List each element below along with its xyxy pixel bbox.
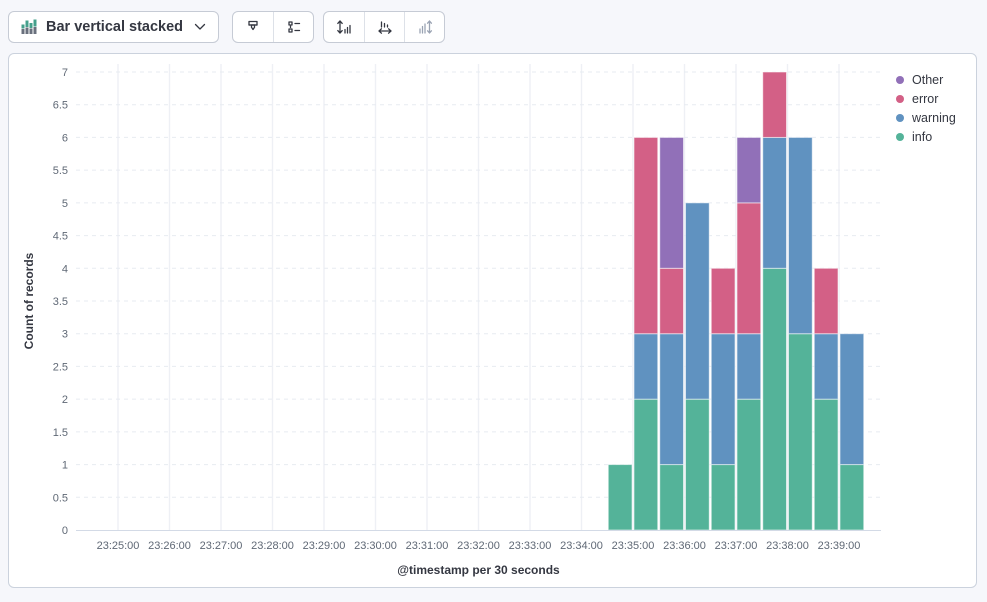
visual-options-button-group [232, 10, 315, 43]
expand-vertical-axis-icon [336, 19, 352, 35]
x-tick-label: 23:34:00 [560, 540, 603, 552]
bar-segment-Other[interactable] [736, 136, 762, 204]
y-tick-label: 6.5 [53, 100, 68, 112]
legend-item-Other[interactable]: Other [896, 74, 956, 86]
x-tick-label: 23:29:00 [303, 540, 346, 552]
y-tick-label: 0.5 [53, 492, 68, 504]
bar-segment-info[interactable] [839, 464, 865, 531]
bar-segment-error[interactable] [813, 267, 839, 335]
y-tick-label: 6 [62, 132, 68, 144]
x-tick-label: 23:33:00 [509, 540, 552, 552]
bar-segment-info[interactable] [736, 398, 762, 531]
bar-segment-info[interactable] [813, 398, 839, 531]
x-tick-label: 23:28:00 [251, 540, 294, 552]
stacked-bar-chart[interactable]: 0 0.5 1 1.5 2 2.5 3 3.5 4 4.5 5 5.5 6 6.5 7 23:25:00 23:… [9, 54, 976, 587]
y-tick-label: 3 [62, 329, 68, 341]
legend-values-button[interactable] [273, 11, 313, 42]
bar-segment-info[interactable] [607, 464, 633, 531]
y-tick-label: 5.5 [53, 165, 68, 177]
x-tick-label: 23:38:00 [766, 540, 809, 552]
x-tick-label: 23:30:00 [354, 540, 397, 552]
collapse-vertical-axis-button[interactable] [404, 11, 444, 42]
chart-panel: 0 0.5 1 1.5 2 2.5 3 3.5 4 4.5 5 5.5 6 6.5 7 23:25:00 23:… [8, 53, 977, 588]
x-tick-label: 23:26:00 [148, 540, 191, 552]
y-tick-label: 4.5 [53, 231, 68, 243]
bar-segment-warning[interactable] [633, 333, 659, 400]
bar-segment-warning[interactable] [762, 136, 787, 269]
x-tick-label: 23:25:00 [97, 540, 140, 552]
bar-segment-warning[interactable] [788, 136, 813, 335]
chart-legend: Other error warning info [896, 74, 956, 143]
y-axis-title: Count of records [22, 252, 36, 349]
x-tick-label: 23:31:00 [406, 540, 449, 552]
legend-dot-icon [896, 95, 904, 103]
bar-segment-warning[interactable] [685, 202, 710, 400]
bar-segment-warning[interactable] [813, 333, 839, 400]
x-tick-label: 23:36:00 [663, 540, 706, 552]
bar-segment-warning[interactable] [710, 333, 736, 466]
axis-extent-button-group [323, 10, 446, 43]
legend-item-warning[interactable]: warning [896, 112, 956, 124]
legend-label: Other [912, 73, 944, 87]
y-tick-label: 2 [62, 394, 68, 406]
y-tick-label: 1.5 [53, 427, 68, 439]
bar-segment-info[interactable] [659, 464, 684, 531]
bar-segment-error[interactable] [710, 267, 736, 335]
bar-segment-warning[interactable] [736, 333, 762, 400]
x-tick-label: 23:27:00 [200, 540, 243, 552]
legend-dot-icon [896, 133, 904, 141]
expand-vertical-axis-button[interactable] [324, 12, 364, 42]
expand-horizontal-axis-icon [377, 19, 393, 35]
legend-label: error [912, 92, 939, 106]
bar-segment-warning[interactable] [659, 333, 684, 466]
chart-type-dropdown[interactable]: Bar vertical stacked [8, 10, 220, 43]
stacked-bar-chart-icon [21, 19, 37, 35]
expand-horizontal-axis-button[interactable] [364, 11, 404, 42]
y-tick-label: 1 [62, 460, 68, 472]
bar-segment-info[interactable] [762, 267, 787, 531]
x-tick-label: 23:32:00 [457, 540, 500, 552]
paint-brush-button[interactable] [233, 12, 273, 42]
bar-segment-error[interactable] [736, 202, 762, 335]
legend-label: warning [912, 111, 956, 125]
bar-segment-info[interactable] [685, 398, 710, 531]
bar-segment-Other[interactable] [659, 136, 684, 269]
bar-segment-error[interactable] [659, 267, 684, 335]
y-tick-label: 0 [62, 525, 68, 537]
bar-segment-info[interactable] [710, 464, 736, 531]
bar-segment-error[interactable] [762, 71, 787, 138]
bar-segment-warning[interactable] [839, 333, 865, 466]
chart-toolbar: Bar vertical stacked [0, 0, 987, 53]
legend-values-list-icon [286, 19, 302, 35]
bar-segment-info[interactable] [633, 398, 659, 531]
bar-segment-error[interactable] [633, 136, 659, 335]
x-tick-label: 23:37:00 [715, 540, 758, 552]
x-axis-title: @timestamp per 30 seconds [397, 563, 560, 577]
legend-dot-icon [896, 76, 904, 84]
collapse-vertical-axis-icon [417, 19, 433, 35]
chart-type-label: Bar vertical stacked [46, 18, 184, 35]
paint-brush-icon [245, 19, 261, 35]
y-tick-label: 2.5 [53, 361, 68, 373]
legend-item-info[interactable]: info [896, 131, 956, 143]
x-tick-label: 23:35:00 [612, 540, 655, 552]
y-tick-label: 5 [62, 198, 68, 210]
legend-dot-icon [896, 114, 904, 122]
x-tick-label: 23:39:00 [818, 540, 861, 552]
chevron-down-icon [194, 23, 206, 31]
y-tick-label: 7 [62, 67, 68, 79]
y-tick-label: 4 [62, 263, 68, 275]
y-tick-label: 3.5 [53, 296, 68, 308]
legend-label: info [912, 130, 933, 144]
legend-item-error[interactable]: error [896, 93, 956, 105]
bar-segment-info[interactable] [788, 333, 813, 531]
